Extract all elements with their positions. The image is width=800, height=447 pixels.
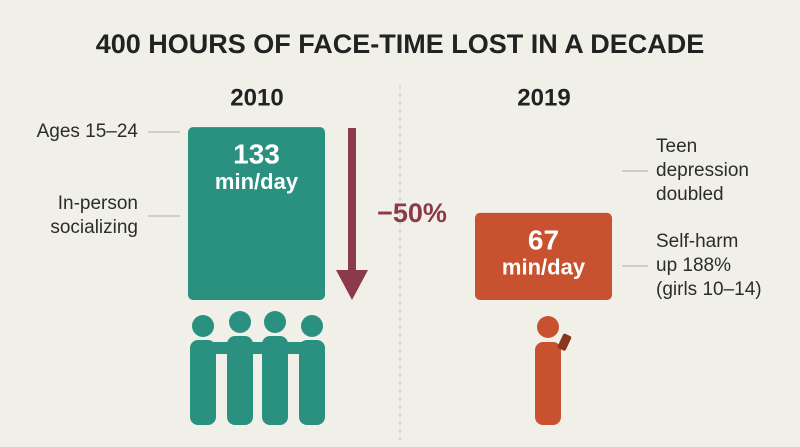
side-label: (girls 10–14): [656, 279, 762, 300]
side-label: doubled: [656, 184, 724, 205]
bar-value: 133: [233, 138, 280, 169]
side-label: Ages 15–24: [37, 121, 139, 142]
side-label: up 188%: [656, 255, 731, 276]
person-icon: [535, 316, 572, 425]
bar-value: 67: [528, 224, 559, 255]
side-label: Self-harm: [656, 231, 738, 252]
side-label: In-person: [58, 193, 138, 214]
arrow-head: [336, 270, 368, 300]
side-label: Teen: [656, 136, 697, 157]
change-label: −50%: [377, 198, 447, 228]
title: 400 HOURS OF FACE-TIME LOST IN A DECADE: [96, 29, 705, 59]
group-icon: [190, 311, 325, 425]
year-label: 2010: [230, 84, 283, 111]
bar: [188, 127, 325, 300]
bar-unit: min/day: [502, 255, 586, 280]
side-label: socializing: [50, 217, 138, 238]
bar: [475, 212, 612, 300]
year-label: 2019: [517, 84, 570, 111]
side-label: depression: [656, 160, 749, 181]
bar-unit: min/day: [215, 169, 299, 194]
